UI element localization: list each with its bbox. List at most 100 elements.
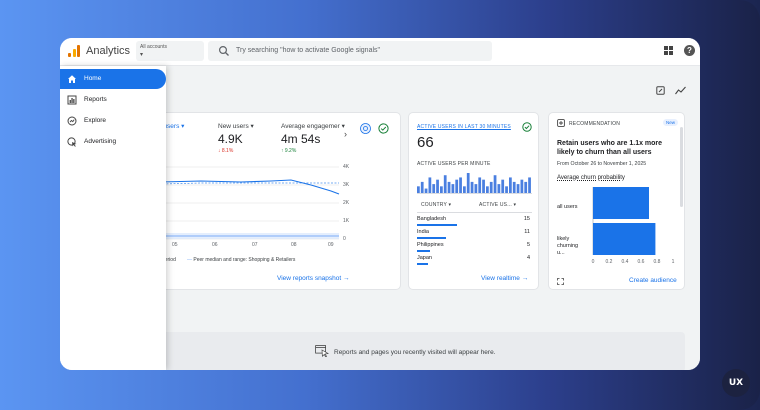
country-label: Japan (417, 255, 432, 261)
account-selector[interactable]: All accounts ▾ (136, 41, 204, 61)
metric-label-new-users[interactable]: New users ▾ (218, 123, 254, 130)
realtime-title: ACTIVE USERS IN LAST 30 MINUTES (417, 124, 511, 130)
y-tick: 0 (343, 236, 346, 242)
per-minute-bar (520, 179, 524, 193)
per-minute-bar (440, 186, 443, 193)
country-bar (417, 263, 428, 265)
per-minute-bar (424, 188, 428, 193)
per-minute-bar (524, 181, 528, 193)
per-minute-bar (497, 184, 501, 193)
recommendation-card: RECOMMENDATION New Retain users who are … (548, 112, 685, 290)
per-minute-bar (459, 177, 462, 193)
churn-x-tick: 0.2 (606, 259, 613, 265)
country-value: 11 (524, 229, 530, 235)
divider (417, 193, 532, 194)
per-minute-bar (489, 181, 493, 193)
y-tick: 1K (343, 218, 350, 224)
sidebar-item-reports[interactable]: Reports (60, 90, 166, 110)
metric-label-engagement[interactable]: Average engagemer ▾ (281, 123, 345, 130)
per-minute-bar (486, 186, 489, 193)
search-placeholder: Try searching "how to activate Google si… (236, 47, 381, 54)
create-audience-link[interactable]: Create audience (629, 277, 677, 284)
apps-grid-icon[interactable] (664, 46, 673, 55)
caret-down-icon: ▾ (140, 52, 144, 58)
country-label: Philippines (417, 242, 444, 248)
analytics-window: Analytics All accounts ▾ Try searching "… (60, 38, 700, 370)
search-icon (218, 45, 229, 56)
sidebar-item-label: Advertising (84, 138, 117, 145)
sidebar-item-explore[interactable]: Explore (60, 111, 166, 131)
ux-badge: UX (722, 369, 750, 397)
sidebar-item-advertising[interactable]: Advertising (60, 132, 166, 152)
churn-bar (593, 223, 656, 255)
churn-bar-chart: 0 0.2 0.4 0.6 0.8 1 (592, 187, 675, 265)
per-minute-bar (528, 177, 531, 193)
expand-icon[interactable] (557, 278, 564, 285)
metric-value-engagement: 4m 54s (281, 132, 321, 146)
edit-icon[interactable] (655, 86, 665, 95)
churn-x-tick: 0.8 (654, 259, 661, 265)
country-bar (417, 237, 446, 239)
y-tick: 3K (343, 182, 350, 188)
per-minute-bar (493, 175, 497, 193)
insights-icon[interactable] (675, 86, 686, 95)
realtime-card: ACTIVE USERS IN LAST 30 MINUTES 66 ACTIV… (408, 112, 539, 290)
delta-engagement: ↑ 9.2% (281, 148, 297, 154)
per-minute-bar (501, 179, 505, 193)
check-circle-icon (378, 123, 389, 134)
churn-chart-title: Average churn probability (557, 175, 625, 181)
sidebar-item-label: Reports (84, 96, 107, 103)
customize-icon[interactable] (360, 123, 371, 134)
per-minute-bar (482, 179, 485, 193)
view-reports-snapshot-link[interactable]: View reports snapshot → (277, 275, 350, 282)
country-bar (417, 224, 457, 226)
account-selector-label: All accounts (140, 44, 167, 50)
explore-icon (67, 116, 77, 126)
realtime-value: 66 (417, 134, 434, 151)
churn-x-tick: 0.6 (638, 259, 645, 265)
country-label: India (417, 229, 429, 235)
help-icon[interactable]: ? (684, 45, 695, 56)
new-badge: New (662, 119, 678, 126)
country-value: 5 (526, 242, 530, 248)
scrollbar[interactable] (680, 127, 683, 207)
main-content: e users ▾ K New users ▾ 4.9K ↓ 8.1% Aver… (60, 66, 700, 370)
churn-x-tick: 0 (592, 259, 595, 265)
legend-peer: — Peer median and range: Shopping & Reta… (187, 257, 296, 263)
x-tick: 06 (212, 242, 218, 248)
check-circle-icon (522, 122, 532, 132)
recommendation-label: RECOMMENDATION (569, 121, 621, 127)
x-tick: 07 (252, 242, 258, 248)
recently-accessed-box: Reports and pages you recently visited w… (120, 332, 685, 370)
per-minute-bar (516, 184, 520, 193)
metric-label-active-users[interactable]: e users ▾ (158, 123, 185, 130)
per-minute-bar (432, 184, 436, 193)
churn-bar (593, 187, 649, 219)
per-minute-bar (420, 181, 424, 193)
per-minute-bar (451, 184, 455, 193)
search-bar[interactable]: Try searching "how to activate Google si… (208, 41, 492, 61)
x-tick: 09 (328, 242, 334, 248)
recommendation-title: Retain users who are 1.1x more likely to… (557, 140, 663, 157)
churn-x-tick: 0.4 (622, 259, 629, 265)
overview-card: e users ▾ K New users ▾ 4.9K ↓ 8.1% Aver… (120, 112, 401, 290)
chevron-right-icon[interactable]: › (344, 129, 347, 139)
sidebar-item-label: Explore (84, 117, 107, 124)
per-minute-bar (463, 186, 466, 193)
col-active-users[interactable]: ACTIVE US... ▾ (479, 202, 517, 208)
recommendation-icon (557, 119, 565, 127)
header-actions (650, 82, 686, 100)
per-minute-bar (436, 179, 439, 193)
pointer-window-icon (315, 345, 329, 357)
analytics-logo-icon (68, 45, 80, 57)
col-country[interactable]: COUNTRY ▾ (421, 202, 452, 208)
country-bar (417, 250, 430, 252)
per-minute-bar (509, 177, 512, 193)
per-minute-bar (512, 181, 516, 193)
per-minute-bar (443, 175, 447, 193)
y-tick: 4K (343, 164, 350, 170)
sidebar-item-home[interactable]: Home (60, 69, 166, 89)
per-minute-bar (474, 184, 478, 193)
view-realtime-link[interactable]: View realtime → (481, 275, 529, 282)
delta-new-users: ↓ 8.1% (218, 148, 234, 154)
